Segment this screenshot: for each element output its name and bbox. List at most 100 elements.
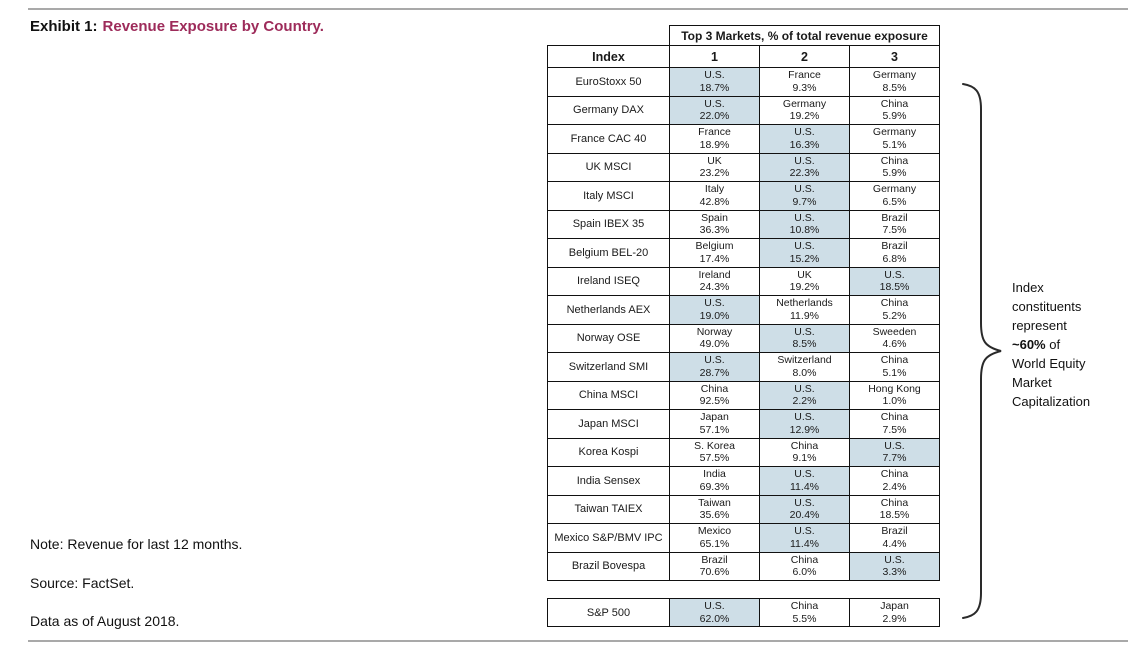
market-cell-highlighted: U.S. 18.5%	[849, 266, 940, 296]
market-name: UK	[797, 268, 812, 281]
market-name: Netherlands	[776, 297, 833, 310]
table-row: Ireland ISEQ Ireland 24.3% UK 19.2% U.S. 18.5%	[547, 266, 940, 296]
market-cell: Sweeden 4.6%	[849, 323, 940, 353]
annotation-line: Index	[1012, 280, 1044, 295]
market-cell: China 2.4%	[849, 466, 940, 496]
market-cell-highlighted: U.S. 22.0%	[669, 95, 760, 125]
market-pct: 8.5%	[792, 338, 817, 351]
market-pct: 57.5%	[699, 452, 730, 465]
market-pct: 6.8%	[882, 252, 907, 265]
market-name: Japan	[700, 411, 729, 424]
market-name: Japan	[880, 600, 909, 612]
market-cell: S. Korea 57.5%	[669, 437, 760, 467]
index-cell: Germany DAX	[547, 95, 670, 125]
market-pct: 1.0%	[882, 395, 907, 408]
market-name: Brazil	[881, 211, 908, 224]
note-revenue: Note: Revenue for last 12 months.	[30, 536, 243, 552]
market-name: U.S.	[704, 69, 725, 82]
index-cell: UK MSCI	[547, 152, 670, 182]
market-name: U.S.	[794, 240, 815, 253]
market-name: Spain	[701, 211, 728, 224]
column-header-index: Index	[547, 45, 670, 68]
market-name: U.S.	[794, 525, 815, 538]
market-name: Brazil	[881, 525, 908, 538]
market-name: China	[880, 297, 909, 310]
market-cell-highlighted: U.S. 22.3%	[759, 152, 850, 182]
exhibit-title: Exhibit 1: Revenue Exposure by Country.	[30, 18, 324, 35]
market-cell-highlighted: U.S. 2.2%	[759, 380, 850, 410]
market-cell: China 92.5%	[669, 380, 760, 410]
market-cell-highlighted: U.S. 20.4%	[759, 494, 850, 524]
market-cell: Hong Kong 1.0%	[849, 380, 940, 410]
market-pct: 28.7%	[699, 366, 730, 379]
market-name: Norway	[696, 325, 733, 338]
market-name: U.S.	[794, 154, 815, 167]
market-name: Hong Kong	[868, 382, 921, 395]
table-row: EuroStoxx 50 U.S. 18.7% France 9.3% Germany 8.…	[547, 67, 940, 97]
market-name: Brazil	[881, 240, 908, 253]
index-cell: Taiwan TAIEX	[547, 494, 670, 524]
market-pct: 18.5%	[879, 281, 910, 294]
market-cell: Belgium 17.4%	[669, 238, 760, 268]
market-name: U.S.	[704, 354, 725, 367]
index-cell: China MSCI	[547, 380, 670, 410]
market-pct: 11.9%	[790, 309, 819, 322]
market-cell: Japan 2.9%	[849, 598, 940, 627]
market-name: UK	[707, 154, 722, 167]
market-name: Germany	[872, 126, 917, 139]
market-name: U.S.	[704, 297, 725, 310]
market-cell: France 9.3%	[759, 67, 850, 97]
market-name: China	[880, 468, 909, 481]
annotation-line: Capitalization	[1012, 394, 1091, 409]
annotation-line: represent	[1012, 318, 1067, 333]
table-row: China MSCI China 92.5% U.S. 2.2% Hong Kong 1.0…	[547, 380, 940, 410]
market-pct: 15.2%	[789, 252, 820, 265]
table-row: Netherlands AEX U.S. 19.0% Netherlands 11.9%…	[547, 295, 940, 325]
table-row: Brazil Bovespa Brazil 70.6% China 6.0% U.S. 3.…	[547, 551, 940, 581]
market-pct: 92.5%	[699, 395, 730, 408]
market-name: China	[700, 382, 729, 395]
index-cell: Switzerland SMI	[547, 352, 670, 382]
market-name: Mexico	[697, 525, 732, 538]
curly-brace	[962, 83, 1002, 619]
table-row: Germany DAX U.S. 22.0% Germany 19.2% China 5.9…	[547, 95, 940, 125]
index-cell: Netherlands AEX	[547, 295, 670, 325]
market-cell: Italy 42.8%	[669, 181, 760, 211]
market-cell: Germany 8.5%	[849, 67, 940, 97]
market-pct: 11.4%	[790, 537, 819, 550]
market-cell: Netherlands 11.9%	[759, 295, 850, 325]
market-pct: 19.2%	[789, 110, 820, 123]
market-name: Ireland	[698, 268, 731, 281]
market-pct: 57.1%	[699, 423, 730, 436]
market-name: U.S.	[704, 97, 725, 110]
index-cell: Spain IBEX 35	[547, 209, 670, 239]
market-name: China	[880, 154, 909, 167]
market-pct: 10.8%	[789, 224, 820, 237]
market-name: France	[788, 69, 821, 82]
note-source: Source: FactSet.	[30, 575, 135, 591]
top-divider	[28, 8, 1128, 10]
market-pct: 5.9%	[882, 167, 907, 180]
table-row: Taiwan TAIEX Taiwan 35.6% U.S. 20.4% China 18.…	[547, 494, 940, 524]
market-cell: Japan 57.1%	[669, 409, 760, 439]
table-row: Japan MSCI Japan 57.1% U.S. 12.9% China 7.5%	[547, 409, 940, 439]
market-cell: UK 23.2%	[669, 152, 760, 182]
market-cell-highlighted: U.S. 3.3%	[849, 551, 940, 581]
market-cell: India 69.3%	[669, 466, 760, 496]
market-pct: 6.0%	[792, 566, 817, 579]
market-pct: 17.4%	[699, 252, 730, 265]
index-cell: Mexico S&P/BMV IPC	[547, 523, 670, 553]
market-name: U.S.	[794, 211, 815, 224]
table-row: S&P 500 U.S. 62.0% China 5.5% Japan 2.9%	[547, 598, 940, 627]
market-pct: 2.2%	[792, 395, 817, 408]
market-cell: China 5.9%	[849, 95, 940, 125]
market-cell-highlighted: U.S. 18.7%	[669, 67, 760, 97]
table-row: France CAC 40 France 18.9% U.S. 16.3% Germany…	[547, 124, 940, 154]
market-name: Germany	[782, 97, 827, 110]
market-pct: 5.1%	[882, 366, 907, 379]
index-cell: EuroStoxx 50	[547, 67, 670, 97]
market-pct: 3.3%	[882, 566, 907, 579]
market-cell: Brazil 4.4%	[849, 523, 940, 553]
market-pct: 70.6%	[699, 566, 730, 579]
